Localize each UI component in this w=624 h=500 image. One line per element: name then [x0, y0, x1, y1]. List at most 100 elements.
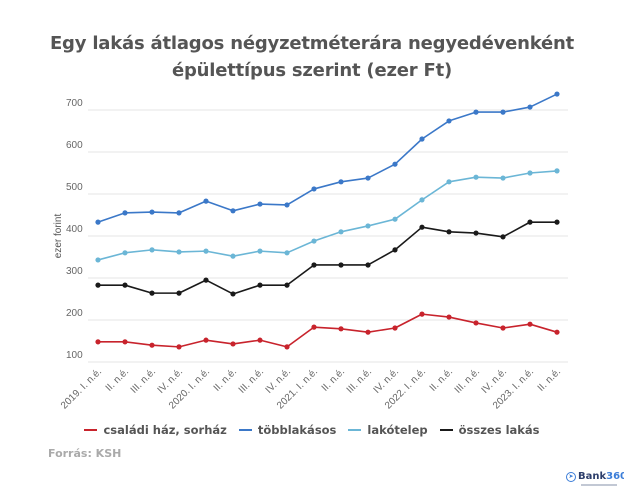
data-point: [176, 210, 182, 216]
data-point: [365, 262, 371, 268]
data-point: [365, 223, 371, 229]
data-point: [554, 91, 560, 97]
y-tick-label: 400: [66, 224, 83, 235]
line-chart: 100 200 300 400 500 600 700 ezer forint 2019. …: [53, 91, 568, 411]
chart-title: Egy lakás átlagos négyzetméterára negyed…: [0, 30, 624, 84]
x-tick-label: II. n.é.: [212, 366, 239, 393]
x-tick-label: II. n.é.: [104, 366, 131, 393]
data-point: [149, 209, 155, 215]
data-point: [473, 320, 479, 326]
data-point: [257, 248, 263, 254]
data-point: [149, 342, 155, 348]
legend-item: többlakásos: [238, 423, 337, 437]
logo-text: Bank360: [578, 471, 624, 482]
legend-label: családi ház, sorház: [103, 423, 227, 437]
legend: családi ház, sorház többlakásos lakótelep ö…: [0, 423, 624, 437]
data-point: [419, 311, 425, 317]
data-point: [149, 290, 155, 296]
data-point: [122, 210, 128, 216]
legend-label: többlakásos: [257, 423, 337, 437]
y-tick-label: 600: [66, 140, 83, 151]
data-point: [95, 257, 101, 263]
data-point: [446, 118, 452, 124]
legend-label: lakótelep: [367, 423, 428, 437]
data-point: [230, 253, 236, 259]
legend-label: összes lakás: [458, 423, 540, 437]
data-point: [419, 224, 425, 230]
data-point: [527, 321, 533, 327]
y-axis-label: ezer forint: [53, 214, 64, 259]
chart-title-line-2: épülettípus szerint (ezer Ft): [171, 60, 453, 81]
data-point: [257, 337, 263, 343]
bank360-logo: ➤ Bank360: [566, 471, 624, 482]
chart-title-line-1: Egy lakás átlagos négyzetméterára negyed…: [49, 33, 575, 54]
data-point: [419, 197, 425, 203]
data-point: [500, 234, 506, 240]
data-point: [311, 324, 317, 330]
y-tick-label: 300: [66, 266, 83, 277]
legend-swatch: [439, 429, 453, 431]
legend-item: összes lakás: [439, 423, 540, 437]
data-point: [338, 179, 344, 185]
series-line: [98, 313, 558, 348]
data-point: [230, 341, 236, 347]
data-point: [230, 208, 236, 214]
data-point: [176, 290, 182, 296]
data-point: [149, 247, 155, 253]
source-note: Forrás: KSH: [48, 447, 122, 460]
data-point: [257, 282, 263, 288]
data-point: [230, 291, 236, 297]
data-point: [176, 344, 182, 350]
data-point: [554, 168, 560, 174]
data-point: [122, 250, 128, 256]
data-point: [446, 179, 452, 185]
x-tick-label: III. n.é.: [129, 366, 158, 395]
x-tick-label: III. n.é.: [453, 366, 482, 395]
y-tick-label: 200: [66, 308, 83, 319]
data-point: [311, 262, 317, 268]
logo-tagline: [581, 484, 617, 486]
series-line: [98, 221, 557, 295]
data-point: [446, 314, 452, 320]
data-point: [257, 201, 263, 207]
y-tick-label: 500: [66, 182, 83, 193]
series-2: [95, 168, 560, 263]
data-point: [95, 219, 101, 225]
series-line: [97, 170, 558, 261]
gridlines: [88, 109, 568, 363]
data-point: [500, 325, 506, 331]
series-group: [95, 91, 560, 350]
x-tick-label: 2019. I. n.é.: [59, 366, 104, 411]
legend-item: lakótelep: [348, 423, 428, 437]
data-point: [338, 229, 344, 235]
data-point: [95, 339, 101, 345]
legend-swatch: [348, 429, 362, 431]
data-point: [500, 109, 506, 115]
data-point: [392, 161, 398, 167]
data-point: [392, 247, 398, 253]
y-tick-label: 100: [66, 350, 83, 361]
data-point: [473, 174, 479, 180]
data-point: [500, 175, 506, 181]
logo-arrow-icon: ➤: [566, 471, 576, 482]
x-tick-label: II. n.é.: [428, 366, 455, 393]
data-point: [284, 250, 290, 256]
data-point: [122, 339, 128, 345]
x-tick-label: III. n.é.: [237, 366, 266, 395]
data-point: [122, 282, 128, 288]
data-point: [365, 175, 371, 181]
series-3: [95, 219, 560, 297]
data-point: [338, 326, 344, 332]
data-point: [446, 229, 452, 235]
data-point: [527, 219, 533, 225]
y-axis-ticks: 100 200 300 400 500 600 700: [66, 98, 83, 361]
data-point: [554, 329, 560, 335]
data-point: [392, 325, 398, 331]
data-point: [473, 109, 479, 115]
data-point: [203, 248, 209, 254]
x-axis-ticks: 2019. I. n.é. II. n.é.III. n.é.IV. n.é.20…: [59, 366, 563, 411]
data-point: [365, 329, 371, 335]
logo-number: 360: [606, 471, 624, 482]
data-point: [95, 282, 101, 288]
x-tick-label: II. n.é.: [536, 366, 563, 393]
